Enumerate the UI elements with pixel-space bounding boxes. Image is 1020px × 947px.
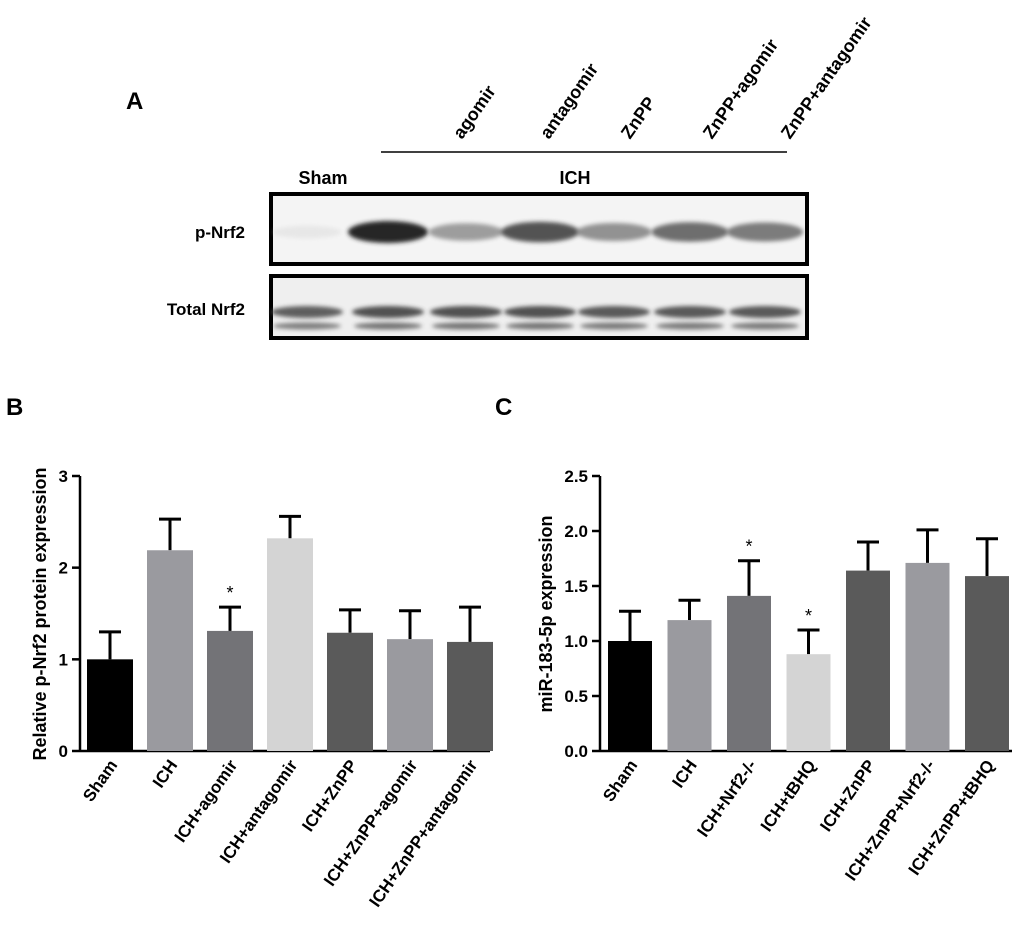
total-nrf2-lower-band	[506, 322, 574, 330]
bar	[327, 632, 373, 751]
blot-row-label-total-nrf2: Total Nrf2	[167, 300, 245, 319]
p-nrf2-band	[576, 223, 652, 241]
total-nrf2-band	[729, 306, 801, 318]
x-tick-label: ICH+agomir	[171, 756, 242, 846]
total-nrf2-band	[430, 306, 502, 318]
total-nrf2-lower-band	[432, 322, 500, 330]
total-nrf2-lower-band	[354, 322, 422, 330]
x-tick-label: ICH+ZnPP	[298, 756, 361, 835]
p-nrf2-band	[651, 222, 729, 242]
y-tick-label: 2	[59, 559, 68, 578]
x-tick-label: ICH+ZnPP+antagomir	[365, 756, 481, 910]
panel-b-letter: B	[6, 394, 24, 421]
p-nrf2-band	[726, 222, 804, 242]
bar	[147, 550, 193, 751]
y-tick-label: 0	[59, 742, 68, 761]
panel-a-letter: A	[126, 88, 144, 115]
p-nrf2-band	[428, 223, 504, 241]
bar	[267, 538, 313, 751]
significance-marker: *	[226, 583, 233, 603]
y-tick-label: 3	[59, 467, 68, 486]
total-nrf2-lower-band	[656, 322, 724, 330]
total-nrf2-band	[578, 306, 650, 318]
total-nrf2-band	[271, 306, 343, 318]
total-nrf2-lower-band	[731, 322, 799, 330]
western-blot-figure: agomir antagomir ZnPP ZnPP+agomirZnPP+antag…	[167, 13, 876, 340]
p-nrf2-band	[272, 225, 342, 239]
total-nrf2-band	[654, 306, 726, 318]
bar	[387, 639, 433, 751]
ich-label: ICH	[560, 168, 591, 188]
sham-label: Sham	[298, 168, 347, 188]
x-tick-label: ICH	[149, 756, 181, 791]
total-nrf2-band	[352, 306, 424, 318]
p-nrf2-band	[500, 221, 580, 243]
total-nrf2-lower-band	[273, 322, 341, 330]
p-nrf2-band	[348, 221, 428, 243]
panel-c-letter: C	[495, 394, 513, 421]
bar	[87, 659, 133, 751]
total-nrf2-lower-band	[580, 322, 648, 330]
x-tick-label: Sham	[79, 756, 121, 805]
chart-b-ylabel: Relative p-Nrf2 protein expression	[30, 467, 50, 760]
bar	[207, 630, 253, 751]
blot-row-label-p-nrf2: p-Nrf2	[195, 223, 245, 242]
total-nrf2-band	[504, 306, 576, 318]
y-tick-label: 1	[59, 650, 68, 669]
bar	[447, 641, 493, 751]
